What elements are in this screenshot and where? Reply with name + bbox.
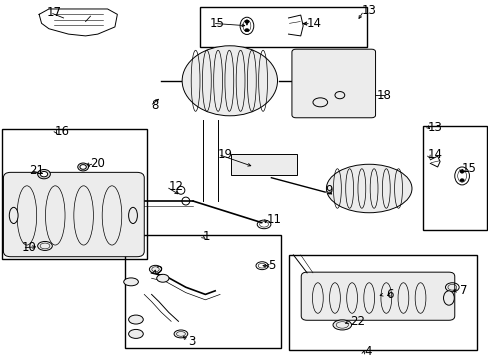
- Text: 7: 7: [459, 284, 466, 297]
- Text: 22: 22: [349, 315, 364, 328]
- Ellipse shape: [325, 164, 411, 213]
- Text: 21: 21: [29, 164, 44, 177]
- Text: 20: 20: [90, 157, 105, 170]
- Text: 5: 5: [267, 259, 275, 272]
- Ellipse shape: [123, 278, 138, 286]
- Ellipse shape: [334, 91, 344, 99]
- Ellipse shape: [128, 207, 137, 224]
- Text: 13: 13: [361, 4, 376, 17]
- Text: 3: 3: [188, 334, 195, 348]
- Ellipse shape: [332, 320, 351, 330]
- Ellipse shape: [38, 170, 50, 179]
- Text: 16: 16: [55, 125, 70, 138]
- Text: 13: 13: [427, 121, 442, 134]
- Text: 9: 9: [325, 184, 332, 197]
- Ellipse shape: [182, 46, 277, 116]
- Ellipse shape: [128, 329, 143, 338]
- Ellipse shape: [312, 98, 327, 107]
- Ellipse shape: [174, 330, 187, 338]
- Text: 2: 2: [155, 265, 163, 278]
- Bar: [422, 126, 486, 230]
- Bar: [2, 129, 146, 258]
- Ellipse shape: [244, 28, 248, 32]
- Ellipse shape: [128, 315, 143, 324]
- Text: 10: 10: [22, 241, 37, 254]
- Bar: [288, 255, 476, 350]
- Ellipse shape: [459, 170, 463, 173]
- Ellipse shape: [80, 165, 86, 169]
- Text: 12: 12: [168, 180, 183, 193]
- Ellipse shape: [149, 265, 161, 273]
- Ellipse shape: [443, 291, 453, 305]
- Text: 4: 4: [364, 345, 371, 358]
- FancyBboxPatch shape: [3, 172, 144, 257]
- Ellipse shape: [459, 179, 463, 182]
- Text: 14: 14: [427, 148, 442, 161]
- Text: 1: 1: [203, 230, 210, 243]
- FancyBboxPatch shape: [301, 272, 454, 320]
- FancyBboxPatch shape: [291, 49, 375, 118]
- FancyBboxPatch shape: [231, 154, 296, 175]
- Text: 19: 19: [217, 148, 232, 161]
- Text: 18: 18: [376, 89, 390, 102]
- Text: 11: 11: [266, 212, 281, 225]
- Text: 14: 14: [306, 17, 321, 30]
- Text: 8: 8: [151, 99, 159, 112]
- Bar: [200, 7, 366, 47]
- Ellipse shape: [40, 171, 47, 177]
- Ellipse shape: [78, 163, 88, 171]
- Bar: [124, 235, 281, 348]
- Ellipse shape: [156, 274, 169, 282]
- Text: 17: 17: [46, 6, 61, 19]
- Ellipse shape: [9, 207, 18, 224]
- Text: 6: 6: [386, 288, 393, 301]
- Ellipse shape: [244, 20, 248, 23]
- Text: 15: 15: [209, 17, 224, 30]
- Text: 15: 15: [461, 162, 476, 175]
